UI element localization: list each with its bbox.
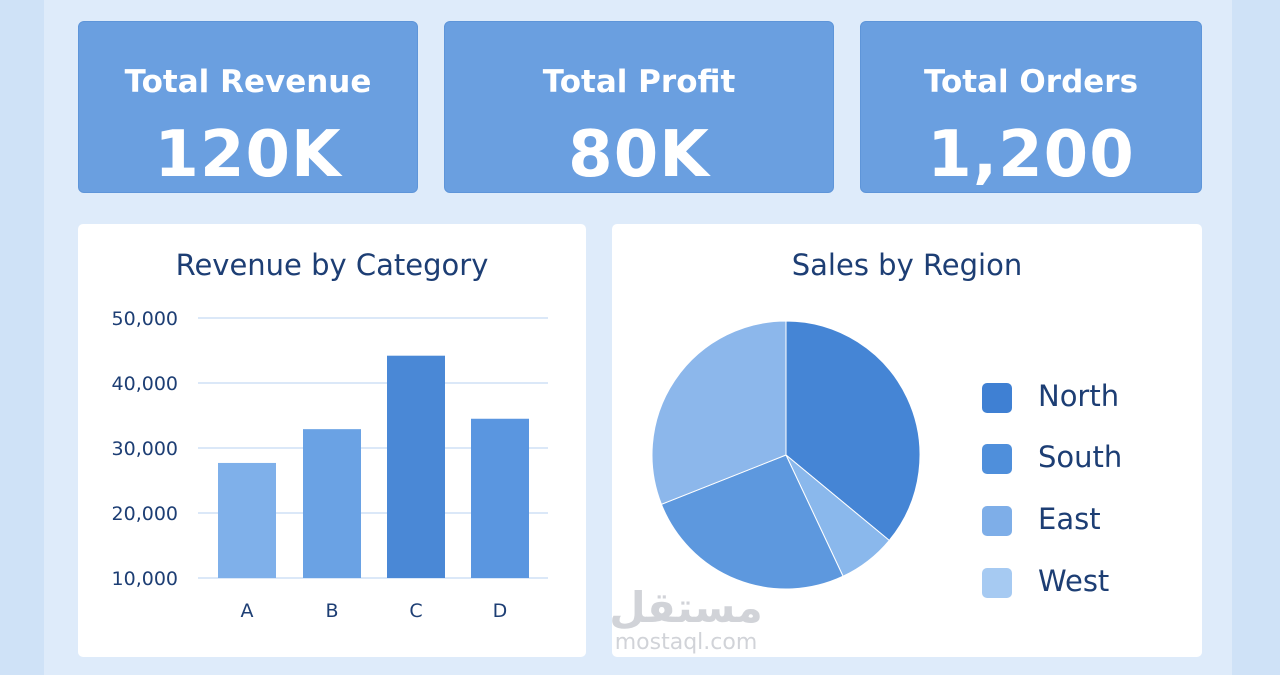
pie-slice-south <box>660 454 844 590</box>
legend-swatch <box>982 506 1012 536</box>
legend-label: West <box>1038 564 1110 598</box>
legend-swatch <box>982 568 1012 598</box>
bar-chart-panel: Revenue by Category 50,000 40,000 30,000 20… <box>78 224 586 657</box>
kpi-card-profit: Total Profit 80K <box>444 21 834 193</box>
legend-label: South <box>1038 440 1123 474</box>
y-tick-label: 20,000 <box>112 503 178 525</box>
x-tick-label: D <box>493 600 508 622</box>
pie-slice-west <box>651 320 787 505</box>
bar-b <box>303 429 361 578</box>
y-tick-label: 10,000 <box>112 568 178 590</box>
y-tick-label: 30,000 <box>112 438 178 460</box>
pie-chart <box>651 320 921 590</box>
legend-label: East <box>1038 502 1101 536</box>
kpi-card-orders: Total Orders 1,200 <box>860 21 1202 193</box>
pie-chart-panel: Sales by Region North South East West <box>612 224 1202 657</box>
y-tick-label: 50,000 <box>112 308 178 330</box>
bar-a <box>218 462 276 578</box>
legend-label: North <box>1038 379 1120 413</box>
kpi-value: 80K <box>568 118 710 192</box>
kpi-label: Total Revenue <box>124 64 372 100</box>
bar-chart: 50,000 40,000 30,000 20,000 10,000 A B C D <box>112 308 548 622</box>
kpi-card-revenue: Total Revenue 120K <box>78 21 418 193</box>
kpi-label: Total Orders <box>923 64 1139 100</box>
legend-swatch <box>982 444 1012 474</box>
x-tick-label: A <box>241 600 254 622</box>
legend-swatch <box>982 383 1012 413</box>
bar-c <box>387 355 445 578</box>
dashboard-canvas: Total Revenue 120K Total Profit 80K Tota… <box>44 0 1232 675</box>
kpi-value: 1,200 <box>927 118 1135 192</box>
bar-d <box>471 418 529 578</box>
pie-chart-title: Sales by Region <box>791 248 1023 282</box>
kpi-label: Total Profit <box>542 64 736 100</box>
y-tick-label: 40,000 <box>112 373 178 395</box>
kpi-value: 120K <box>154 118 342 192</box>
x-tick-label: B <box>325 600 338 622</box>
x-tick-label: C <box>409 600 422 622</box>
bar-chart-title: Revenue by Category <box>175 248 489 282</box>
pie-slice-north <box>785 320 921 542</box>
